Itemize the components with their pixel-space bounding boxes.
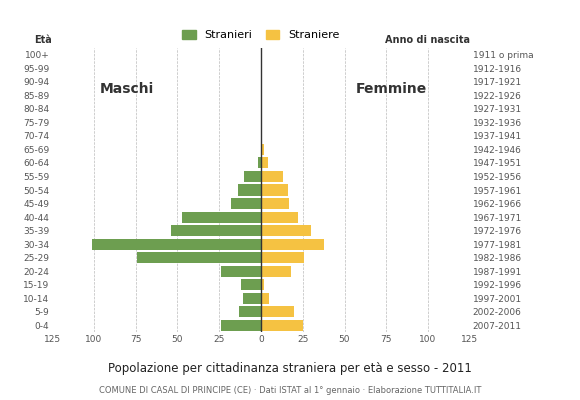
Bar	[261, 184, 288, 196]
Bar	[261, 198, 289, 209]
Bar	[261, 171, 282, 182]
Bar	[261, 158, 268, 168]
Text: Età: Età	[34, 35, 52, 45]
Bar	[261, 279, 264, 290]
Text: Femmine: Femmine	[356, 82, 427, 96]
Bar	[261, 252, 304, 263]
Bar	[244, 171, 261, 182]
Bar	[258, 158, 261, 168]
Bar	[92, 238, 261, 250]
Bar	[221, 320, 261, 331]
Bar	[221, 266, 261, 277]
Bar	[171, 225, 261, 236]
Legend: Stranieri, Straniere: Stranieri, Straniere	[178, 25, 344, 44]
Bar	[261, 293, 269, 304]
Bar	[261, 306, 295, 317]
Bar	[261, 144, 264, 155]
Bar	[241, 279, 261, 290]
Text: COMUNE DI CASAL DI PRINCIPE (CE) · Dati ISTAT al 1° gennaio · Elaborazione TUTTI: COMUNE DI CASAL DI PRINCIPE (CE) · Dati …	[99, 386, 481, 395]
Bar	[231, 198, 261, 209]
Bar	[240, 306, 261, 317]
Bar	[261, 212, 298, 222]
Bar	[242, 293, 261, 304]
Text: Anno di nascita: Anno di nascita	[385, 35, 470, 45]
Bar	[261, 266, 291, 277]
Bar	[261, 320, 303, 331]
Bar	[261, 225, 311, 236]
Bar	[137, 252, 261, 263]
Bar	[261, 238, 324, 250]
Text: Maschi: Maschi	[100, 82, 154, 96]
Bar	[238, 184, 261, 196]
Text: Popolazione per cittadinanza straniera per età e sesso - 2011: Popolazione per cittadinanza straniera p…	[108, 362, 472, 375]
Bar	[183, 212, 261, 222]
